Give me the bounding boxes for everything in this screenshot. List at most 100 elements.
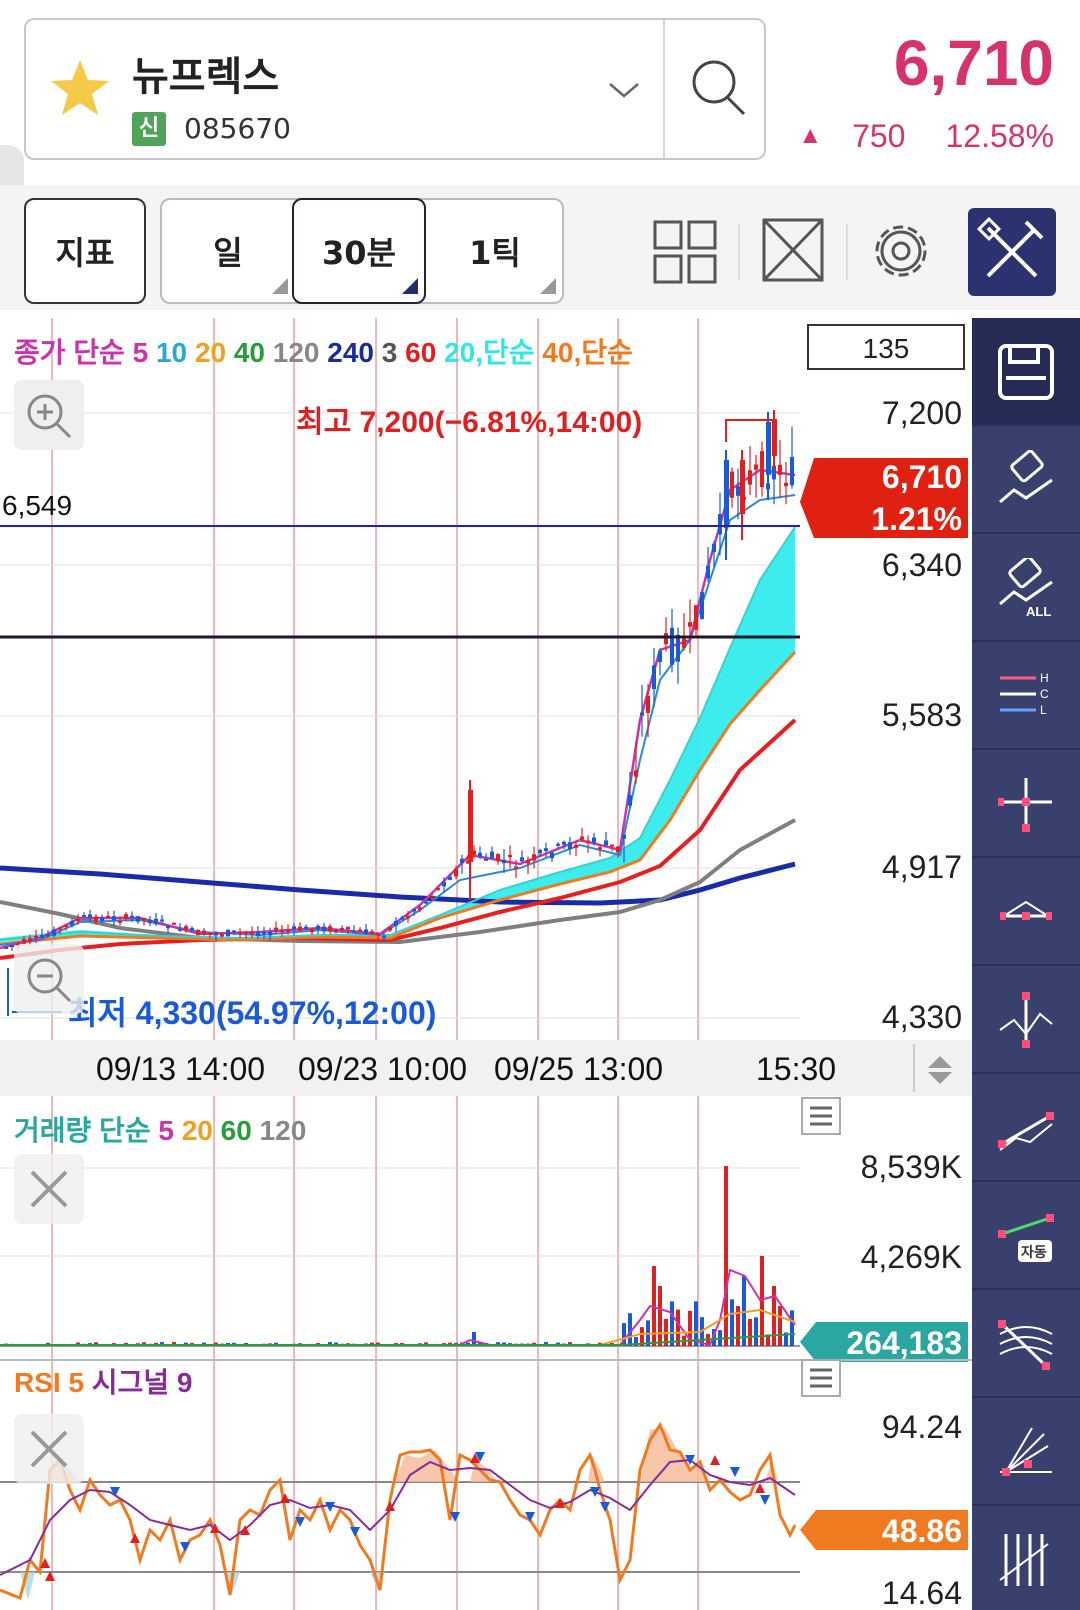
zoom-in-button[interactable] (14, 380, 84, 450)
period-30min-button[interactable]: 30분 (292, 198, 426, 304)
time-axis-label: 09/13 14:00 (96, 1051, 265, 1087)
legend-item: 60 (213, 1115, 252, 1146)
candle-body (16, 943, 20, 946)
candle-body (412, 909, 416, 912)
candle-body (418, 907, 422, 911)
candle-body (226, 929, 230, 937)
candle-body (406, 916, 410, 919)
candle-body (784, 482, 788, 487)
candle-body (670, 627, 674, 665)
period-label: 1틱 (469, 234, 521, 272)
close-volume-button[interactable] (14, 1154, 84, 1224)
candle-body (142, 918, 146, 921)
rsi-menu-button[interactable] (801, 1359, 841, 1397)
svg-text:C: C (1040, 687, 1049, 701)
eraser-button[interactable] (972, 426, 1080, 534)
horizontal-line-button[interactable] (972, 858, 1080, 966)
rsi-signal-arrow (325, 1502, 335, 1512)
candle-body (28, 938, 32, 943)
save-drawing-button[interactable] (972, 318, 1080, 426)
scroll-arrows-icon[interactable] (928, 1056, 952, 1084)
svg-text:L: L (1040, 703, 1047, 717)
vertical-line-icon (999, 992, 1053, 1048)
divider (846, 224, 848, 280)
candle-body (532, 854, 536, 861)
volume-bar (670, 1301, 674, 1346)
period-day-button[interactable]: 일 (162, 200, 294, 302)
candle-body (154, 918, 158, 925)
close-rsi-button[interactable] (14, 1414, 84, 1484)
rsi-signal-line (0, 1458, 796, 1576)
divider (663, 20, 665, 158)
search-button[interactable] (666, 20, 766, 158)
auto-trend-button[interactable]: 자동 (972, 1182, 1080, 1290)
price-axis-label: 6,340 (882, 547, 962, 583)
rsi-signal-arrow (755, 1483, 765, 1493)
price-axis-label: 4,917 (882, 849, 962, 885)
chevron-down-icon[interactable] (606, 78, 642, 102)
candle-body (190, 927, 194, 931)
candle-body (772, 465, 776, 480)
menu-icon (810, 1368, 832, 1388)
stock-name: 뉴프렉스 (132, 54, 280, 100)
candle-body (118, 920, 122, 923)
svg-text:ALL: ALL (1026, 604, 1051, 618)
volume-bar (472, 1332, 476, 1346)
hcl-lines-button[interactable]: H C L (972, 642, 1080, 750)
candle-body (346, 926, 350, 930)
rsi-signal-arrow (240, 1525, 250, 1535)
candle-body (754, 464, 758, 470)
candle-body (46, 934, 50, 937)
stock-selector[interactable]: 뉴프렉스 신 085670 (24, 18, 766, 160)
gear-icon[interactable] (856, 210, 946, 292)
volume-bar (760, 1256, 764, 1346)
favorite-star-icon[interactable] (48, 56, 112, 120)
indicator-button[interactable]: 지표 (24, 198, 146, 304)
vertical-line-button[interactable] (972, 966, 1080, 1074)
candle-body (316, 925, 320, 930)
rsi-signal-arrow (40, 1558, 50, 1568)
period-label: 일 (213, 234, 243, 272)
candle-body (352, 930, 356, 933)
rsi-signal-arrow (470, 1453, 480, 1463)
close-icon (30, 1430, 68, 1468)
stock-code: 085670 (184, 112, 291, 145)
volume-menu-button[interactable] (801, 1097, 841, 1135)
candle-body (442, 882, 446, 887)
zoom-out-button[interactable] (14, 944, 84, 1014)
arc-fan-button[interactable] (972, 1290, 1080, 1398)
current-price-badge-value: 6,710 (882, 459, 962, 495)
grid-layout-icon[interactable] (640, 210, 730, 292)
period-tick-button[interactable]: 1틱 (428, 200, 562, 302)
rsi-signal-arrow (130, 1533, 140, 1543)
candle-body (250, 932, 254, 935)
fan-line-button[interactable] (972, 1398, 1080, 1506)
volume-bar (742, 1276, 746, 1346)
candle-body (274, 927, 278, 931)
rsi-current-value: 48.86 (882, 1513, 962, 1549)
rsi-signal-arrow (45, 1571, 55, 1581)
gann-lines-button[interactable] (972, 1506, 1080, 1610)
candle-body (310, 928, 314, 933)
legend-item: 120 (265, 337, 320, 368)
fullscreen-icon[interactable] (748, 210, 838, 292)
legend-item: 20 (174, 1115, 213, 1146)
rsi-axis-bottom: 14.64 (882, 1575, 962, 1610)
candle-body (520, 857, 524, 862)
ma-legend: 종가 단순 5 10 20 40 120 240 3 60 20,단순 40,단… (14, 337, 633, 368)
candle-body (478, 852, 482, 857)
volume-bar (736, 1306, 740, 1346)
volume-bar (676, 1309, 680, 1346)
erase-all-button[interactable]: ALL (972, 534, 1080, 642)
save-icon (998, 344, 1054, 400)
crosshair-button[interactable] (972, 750, 1080, 858)
trend-line-button[interactable] (972, 1074, 1080, 1182)
chart-canvas[interactable]: 6,549 최고 7,200(−6.81%,14:00) 최저 4,330(54… (0, 318, 972, 1610)
volume-bar (652, 1266, 656, 1346)
drawing-tools-button[interactable] (968, 208, 1056, 296)
candle-body (740, 460, 745, 514)
price-axis-label: 5,583 (882, 697, 962, 733)
candle-count-box[interactable] (807, 324, 965, 370)
candle-body (682, 638, 686, 648)
candle-body (184, 926, 188, 930)
